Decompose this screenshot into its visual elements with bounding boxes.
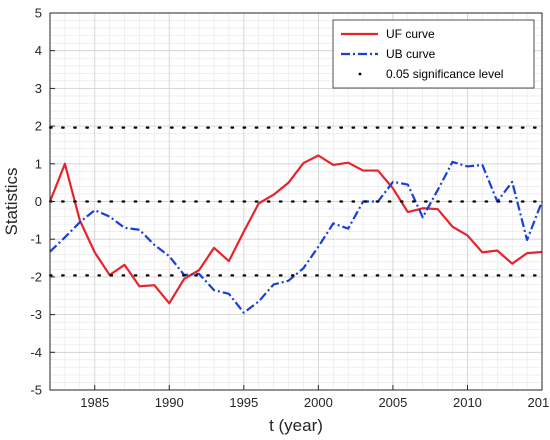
legend-marker (358, 72, 362, 76)
y-tick-label: -1 (30, 232, 42, 247)
x-tick-label: 1990 (155, 395, 184, 410)
x-axis-title: t (year) (269, 416, 323, 435)
legend-label: 0.05 significance level (386, 67, 503, 81)
x-tick-label: 1985 (80, 395, 109, 410)
x-tick-label: 2015 (528, 395, 550, 410)
x-tick-label: 2000 (304, 395, 333, 410)
x-tick-label: 1995 (229, 395, 258, 410)
legend: UF curve UB curve 0.05 significance level (332, 19, 535, 89)
ub-curve-line (49, 160, 544, 314)
y-tick-label: -2 (30, 269, 42, 284)
y-tick-label: -5 (30, 383, 42, 398)
y-tick-label: 0 (35, 194, 42, 209)
x-axis-ticks: 1985 1990 1995 2000 2005 2010 2015 (80, 385, 550, 410)
legend-label: UF curve (386, 27, 435, 41)
y-axis-ticks: -5 -4 -3 -2 -1 0 1 2 3 4 5 (30, 6, 55, 398)
uf-curve-line (48, 154, 543, 305)
y-axis-title: Statistics (2, 167, 21, 235)
y-tick-label: -3 (30, 307, 42, 322)
legend-label: UB curve (386, 47, 436, 61)
y-tick-label: 1 (35, 156, 42, 171)
y-tick-label: -4 (30, 345, 42, 360)
y-tick-label: 5 (35, 6, 42, 21)
series-layer (48, 126, 544, 314)
y-tick-label: 3 (35, 81, 42, 96)
x-tick-label: 2005 (378, 395, 407, 410)
y-tick-label: 2 (35, 119, 42, 134)
y-tick-label: 4 (35, 43, 42, 58)
x-tick-label: 2010 (453, 395, 482, 410)
